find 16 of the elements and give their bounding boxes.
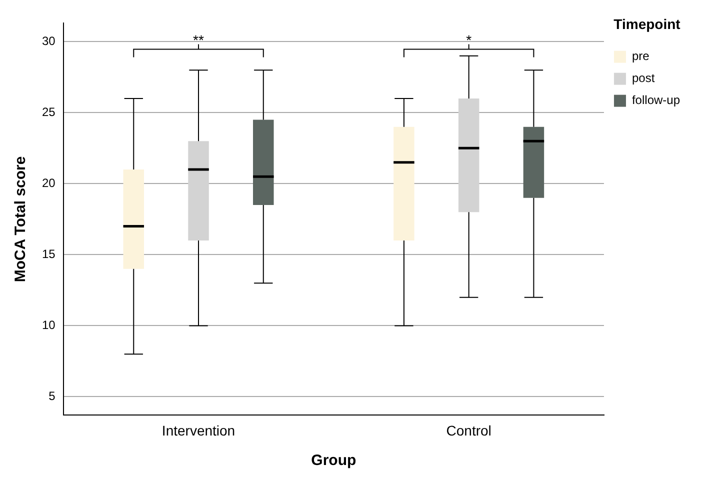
legend-title: Timepoint	[614, 16, 681, 32]
y-tick-label: 30	[42, 34, 56, 48]
legend-label: post	[632, 71, 656, 86]
y-tick-label: 20	[42, 176, 56, 190]
x-axis-title: Group	[311, 452, 356, 470]
annotation: *	[466, 32, 472, 48]
legend-label: pre	[632, 49, 650, 64]
y-tick-label: 25	[42, 104, 56, 119]
y-axis-title: MoCA Total score	[12, 156, 30, 282]
y-tick-label: 15	[42, 247, 56, 262]
y-tick-label: 5	[48, 389, 56, 404]
y-tick-label: 10	[42, 318, 56, 332]
x-tick-label: Control	[446, 422, 492, 438]
x-tick-label: Intervention	[162, 422, 236, 438]
legend-label: follow-up	[632, 93, 680, 108]
annotation: **	[193, 32, 204, 48]
